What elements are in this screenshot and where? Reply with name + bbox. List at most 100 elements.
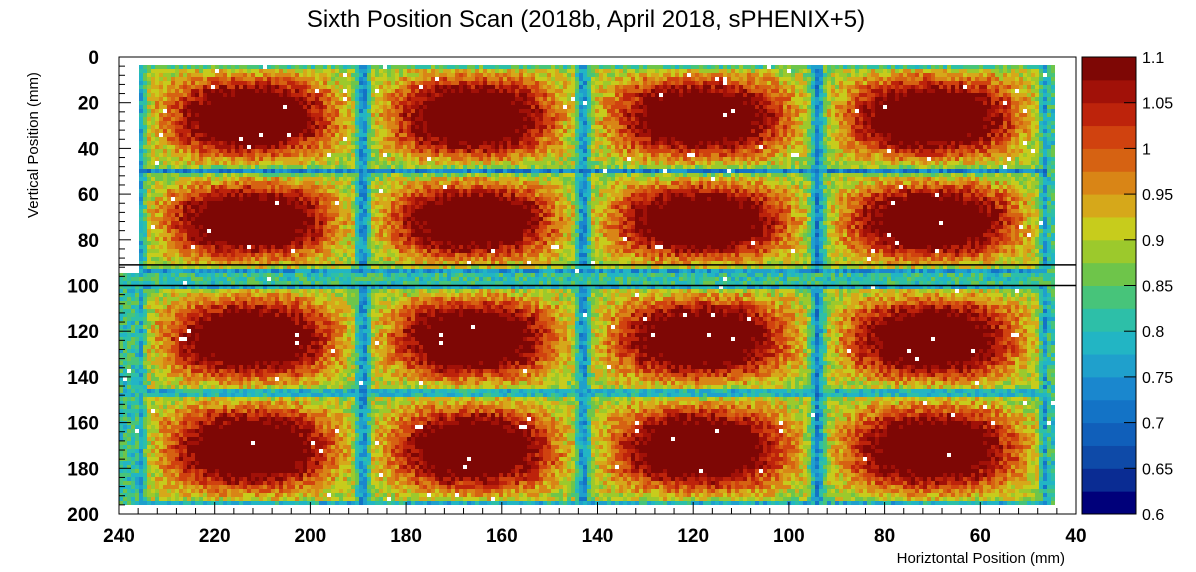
heatmap-cell: [859, 109, 863, 113]
heatmap-cell: [723, 97, 727, 101]
heatmap-cell: [503, 89, 507, 93]
heatmap-cell: [487, 89, 491, 93]
heatmap-cell: [867, 109, 871, 113]
heatmap-cell: [775, 129, 779, 133]
heatmap-cell: [695, 137, 699, 141]
heatmap-cell: [419, 73, 423, 77]
heatmap-cell: [359, 105, 363, 109]
heatmap-cell: [607, 89, 611, 93]
heatmap-cell: [635, 113, 639, 117]
heatmap-cell: [983, 81, 987, 85]
heatmap-cell: [327, 81, 331, 85]
heatmap-cell: [571, 89, 575, 93]
heatmap-cell: [995, 81, 999, 85]
heatmap-cell: [207, 97, 211, 101]
heatmap-cell: [867, 145, 871, 149]
heatmap-cell: [671, 125, 675, 129]
heatmap-cell: [351, 149, 355, 153]
heatmap-cell: [791, 65, 795, 69]
heatmap-cell: [539, 97, 543, 101]
heatmap-cell: [883, 125, 887, 129]
heatmap-cell: [663, 77, 667, 81]
heatmap-cell: [675, 125, 679, 129]
heatmap-cell: [995, 77, 999, 81]
heatmap-cell: [611, 85, 615, 89]
heatmap-cell: [699, 129, 703, 133]
heatmap-cell: [591, 101, 595, 105]
heatmap-cell: [815, 113, 819, 117]
heatmap-cell: [1011, 77, 1015, 81]
heatmap-cell: [255, 89, 259, 93]
heatmap-cell: [1003, 97, 1007, 101]
heatmap-cell: [615, 93, 619, 97]
heatmap-cell: [847, 65, 851, 69]
heatmap-cell: [427, 77, 431, 81]
heatmap-cell: [883, 137, 887, 141]
heatmap-cell: [387, 81, 391, 85]
heatmap-cell: [543, 69, 547, 73]
heatmap-cell: [335, 133, 339, 137]
heatmap-cell: [511, 81, 515, 85]
heatmap-cell: [575, 117, 579, 121]
heatmap-cell: [771, 149, 775, 153]
heatmap-cell: [807, 133, 811, 137]
heatmap-cell: [583, 125, 587, 129]
heatmap-cell: [879, 129, 883, 133]
heatmap-cell: [227, 105, 231, 109]
heatmap-cell: [1039, 101, 1043, 105]
heatmap-cell: [503, 137, 507, 141]
heatmap-cell: [999, 85, 1003, 89]
heatmap-cell: [335, 109, 339, 113]
heatmap-cell: [603, 77, 607, 81]
heatmap-cell: [675, 133, 679, 137]
heatmap-cell: [155, 97, 159, 101]
heatmap-cell: [991, 85, 995, 89]
heatmap-cell: [247, 149, 251, 153]
heatmap-cell: [299, 117, 303, 121]
heatmap-cell: [835, 73, 839, 77]
heatmap-cell: [211, 145, 215, 149]
heatmap-cell: [799, 109, 803, 113]
heatmap-cell: [435, 129, 439, 133]
heatmap-cell: [619, 149, 623, 153]
heatmap-cell: [323, 149, 327, 153]
heatmap-cell: [463, 69, 467, 73]
heatmap-cell: [683, 137, 687, 141]
heatmap-cell: [467, 117, 471, 121]
heatmap-cell: [519, 105, 523, 109]
heatmap-cell: [723, 133, 727, 137]
heatmap-cell: [167, 81, 171, 85]
heatmap-cell: [223, 97, 227, 101]
heatmap-cell: [355, 81, 359, 85]
heatmap-cell: [523, 141, 527, 145]
heatmap-cell: [983, 77, 987, 81]
heatmap-cell: [643, 81, 647, 85]
heatmap-cell: [255, 85, 259, 89]
heatmap-cell: [319, 109, 323, 113]
heatmap-cell: [311, 93, 315, 97]
heatmap-cell: [783, 89, 787, 93]
heatmap-cell: [1007, 133, 1011, 137]
heatmap-cell: [271, 149, 275, 153]
heatmap-cell: [651, 145, 655, 149]
heatmap-cell: [727, 145, 731, 149]
heatmap-cell: [659, 141, 663, 145]
heatmap-cell: [1035, 149, 1039, 153]
heatmap-cell: [967, 137, 971, 141]
heatmap-cell: [535, 141, 539, 145]
heatmap-cell: [615, 145, 619, 149]
heatmap-cell: [719, 85, 723, 89]
heatmap-cell: [211, 149, 215, 153]
heatmap-cell: [327, 117, 331, 121]
heatmap-cell: [783, 141, 787, 145]
heatmap-cell: [1047, 77, 1051, 81]
heatmap-cell: [827, 113, 831, 117]
heatmap-cell: [799, 129, 803, 133]
heatmap-cell: [999, 97, 1003, 101]
heatmap-cell: [991, 133, 995, 137]
heatmap-cell: [439, 149, 443, 153]
heatmap-cell: [871, 73, 875, 77]
heatmap-cell: [139, 113, 143, 117]
heatmap-cell: [675, 129, 679, 133]
heatmap-cell: [1011, 81, 1015, 85]
